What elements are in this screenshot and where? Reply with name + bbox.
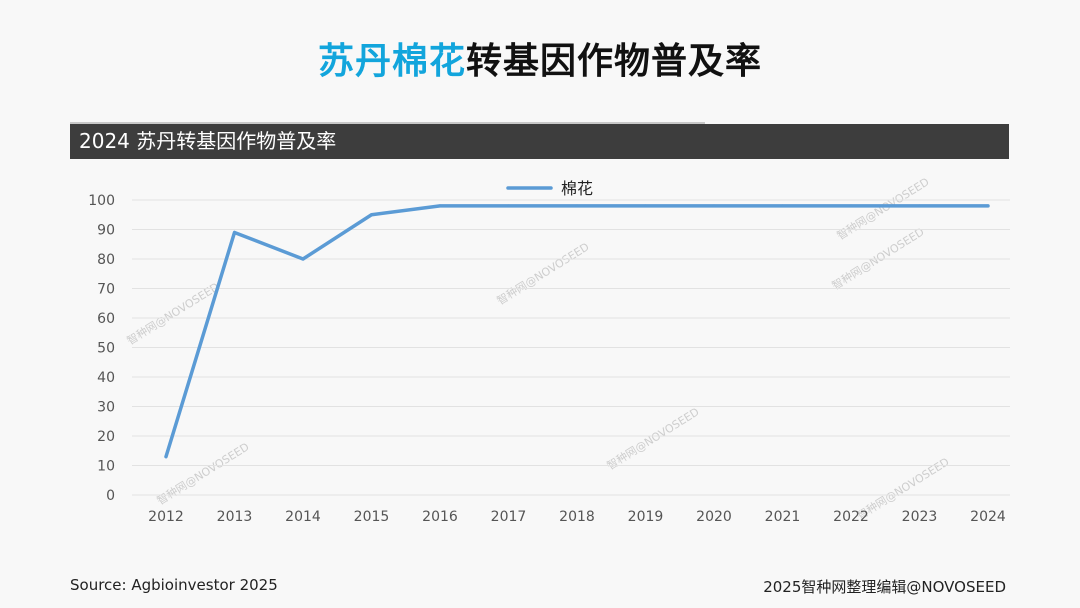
x-tick-label: 2015 [354, 509, 390, 525]
x-tick-label: 2013 [217, 509, 253, 525]
chart-header: 2024 苏丹转基因作物普及率 [70, 124, 1009, 159]
x-tick-label: 2020 [696, 509, 732, 525]
y-tick-label: 70 [97, 282, 115, 298]
data-point [164, 455, 168, 459]
data-point [986, 204, 990, 208]
x-tick-label: 2019 [628, 509, 664, 525]
data-point [712, 204, 716, 208]
page-title-accent: 苏丹棉花 [317, 41, 466, 82]
page-title-rest: 转基因作物普及率 [466, 41, 763, 82]
x-tick-label: 2018 [559, 509, 595, 525]
y-tick-label: 20 [97, 429, 115, 445]
y-tick-label: 10 [97, 459, 115, 475]
x-tick-label: 2017 [491, 509, 527, 525]
y-tick-label: 100 [88, 193, 115, 209]
x-tick-label: 2012 [148, 509, 184, 525]
data-point [644, 204, 647, 208]
data-point [918, 204, 921, 208]
data-point [849, 204, 853, 208]
legend-label: 棉花 [561, 179, 593, 198]
series-line-cotton [164, 204, 990, 459]
data-point [438, 204, 442, 208]
y-tick-label: 50 [97, 341, 115, 357]
x-tick-label: 2024 [970, 509, 1006, 525]
x-tick-label: 2016 [422, 509, 458, 525]
data-point [301, 257, 305, 261]
y-tick-label: 40 [97, 370, 115, 386]
data-point [233, 230, 236, 234]
data-point [370, 213, 373, 217]
y-tick-label: 0 [106, 488, 115, 504]
page-title: 苏丹棉花转基因作物普及率 [0, 32, 1080, 84]
watermark-text: 智种网@NOVOSEED [494, 239, 591, 307]
title-divider [70, 122, 705, 124]
x-tick-label: 2022 [833, 509, 869, 525]
source-note: Source: Agbioinvestor 2025 [70, 576, 278, 594]
y-tick-label: 90 [97, 223, 115, 239]
data-point [507, 204, 510, 208]
y-tick-label: 60 [97, 311, 115, 327]
data-point [781, 204, 784, 208]
x-tick-label: 2023 [902, 509, 938, 525]
data-point [575, 204, 579, 208]
y-tick-label: 30 [97, 400, 115, 416]
credit-note: 2025智种网整理编辑@NOVOSEED [763, 578, 1006, 596]
y-tick-label: 80 [97, 252, 115, 268]
watermark-text: 智种网@NOVOSEED [124, 279, 221, 347]
line-chart: 智种网@NOVOSEED智种网@NOVOSEED智种网@NOVOSEED智种网@… [88, 174, 1010, 525]
x-tick-label: 2014 [285, 509, 321, 525]
watermark-text: 智种网@NOVOSEED [604, 404, 701, 472]
x-tick-label: 2021 [765, 509, 801, 525]
